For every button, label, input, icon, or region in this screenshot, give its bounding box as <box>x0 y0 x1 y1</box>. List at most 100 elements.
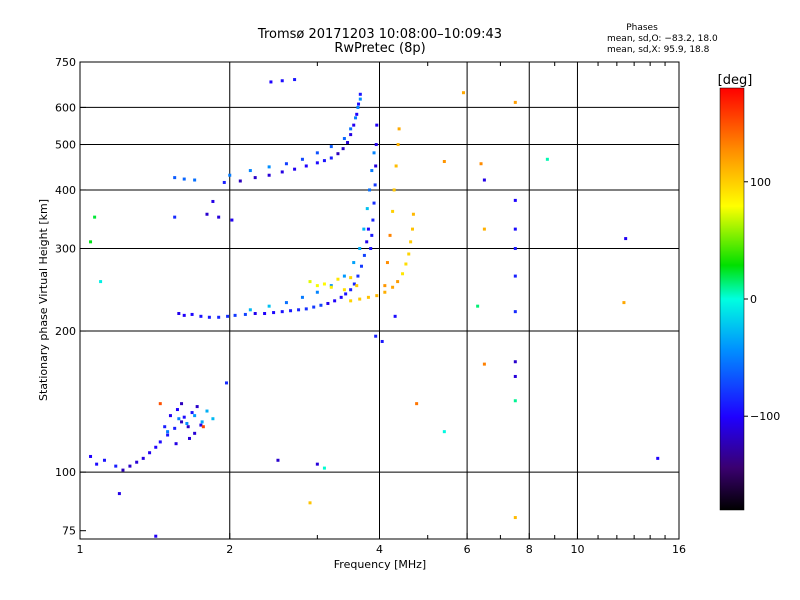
data-point <box>370 169 374 173</box>
data-point <box>233 313 237 317</box>
data-point <box>391 209 395 213</box>
data-point <box>182 415 186 419</box>
data-point <box>375 294 379 298</box>
data-point <box>173 215 177 219</box>
data-point <box>148 451 152 455</box>
data-point <box>199 314 203 318</box>
data-point <box>180 402 184 406</box>
data-point <box>102 458 106 462</box>
x-tick-label: 16 <box>672 543 686 556</box>
data-point <box>289 309 293 313</box>
data-point <box>117 492 121 496</box>
colorbar-tick-label: 0 <box>750 293 757 306</box>
colorbar <box>719 87 745 511</box>
data-point <box>482 362 486 366</box>
data-point <box>267 304 271 308</box>
data-point <box>346 141 350 145</box>
data-point <box>365 240 369 244</box>
data-point <box>355 112 359 116</box>
data-point <box>315 151 319 155</box>
data-point <box>407 252 411 256</box>
data-point <box>128 464 132 468</box>
data-point <box>362 253 366 257</box>
data-point <box>513 227 517 231</box>
data-point <box>371 218 375 222</box>
stats-o-line: mean, sd,O: −83.2, 18.0 <box>607 34 718 44</box>
data-point <box>545 157 549 161</box>
data-point <box>243 312 247 316</box>
data-point <box>352 282 356 286</box>
data-point <box>622 301 626 305</box>
stats-x-line: mean, sd,X: 95.9, 18.8 <box>607 45 710 55</box>
data-point <box>89 240 93 244</box>
data-point <box>352 261 356 265</box>
data-point <box>656 456 660 460</box>
data-point <box>397 127 401 131</box>
data-point <box>374 334 378 338</box>
data-point <box>238 179 242 183</box>
data-point <box>513 374 517 378</box>
data-point <box>89 454 93 458</box>
data-point <box>121 468 125 472</box>
data-point <box>356 105 360 109</box>
data-point <box>297 308 301 312</box>
data-point <box>99 280 103 284</box>
data-point <box>263 312 267 316</box>
data-point <box>308 501 312 505</box>
y-axis-label: Stationary phase Virtual Height [km] <box>37 199 50 401</box>
data-point <box>319 303 323 307</box>
data-point <box>513 399 517 403</box>
data-point <box>114 464 118 468</box>
data-point <box>513 310 517 314</box>
data-point <box>180 420 184 424</box>
data-point <box>177 312 181 316</box>
data-point <box>300 157 304 161</box>
data-point <box>312 305 316 309</box>
data-point <box>461 91 465 95</box>
data-point <box>253 312 257 316</box>
data-point <box>315 161 319 165</box>
data-point <box>366 227 370 231</box>
x-tick-label: 1 <box>77 543 84 556</box>
data-point <box>326 301 330 305</box>
data-point <box>415 402 419 406</box>
colorbar-tick-label: 100 <box>750 176 771 189</box>
data-point <box>230 218 234 222</box>
data-point <box>284 301 288 305</box>
data-point <box>174 442 178 446</box>
data-point <box>329 285 333 289</box>
data-point <box>333 299 337 303</box>
data-point <box>315 290 319 294</box>
data-point <box>280 79 284 83</box>
data-point <box>304 164 308 168</box>
data-point <box>372 151 376 155</box>
data-point <box>226 314 230 318</box>
data-point <box>409 240 413 244</box>
data-point <box>211 417 215 421</box>
data-point <box>349 299 353 303</box>
data-point <box>342 137 346 141</box>
data-point <box>141 456 145 460</box>
data-point <box>199 423 203 427</box>
data-point <box>217 215 221 219</box>
chart-title-line1: Tromsø 20171203 10:08:00–10:09:43 <box>257 27 502 42</box>
data-point <box>392 188 396 192</box>
data-point <box>372 201 376 205</box>
data-point <box>369 247 373 251</box>
data-point <box>154 534 158 538</box>
data-point <box>373 183 377 187</box>
x-tick-label: 6 <box>464 543 471 556</box>
data-point <box>624 237 628 241</box>
data-point <box>248 169 252 173</box>
y-tick-label: 750 <box>55 56 76 69</box>
data-point <box>269 80 273 84</box>
data-point <box>267 165 271 169</box>
data-point <box>341 147 345 151</box>
data-point <box>158 440 162 444</box>
data-point <box>411 212 415 216</box>
data-point <box>185 421 189 425</box>
data-point <box>365 207 369 211</box>
data-point <box>396 280 400 284</box>
data-point <box>401 272 405 276</box>
data-point <box>355 284 359 288</box>
